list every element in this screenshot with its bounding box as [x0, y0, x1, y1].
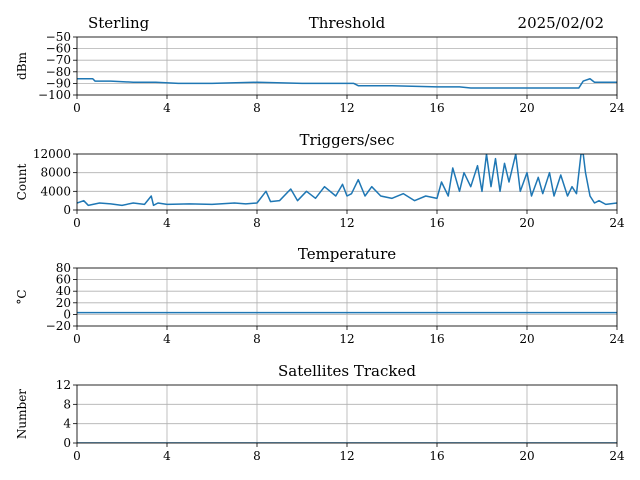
panel-title: Triggers/sec [300, 131, 395, 149]
x-tick-label: 20 [519, 101, 534, 115]
x-tick-label: 16 [429, 332, 444, 346]
x-tick-label: 4 [163, 216, 171, 230]
y-axis-label: Number [15, 389, 29, 439]
y-tick-label: −20 [46, 319, 71, 333]
x-tick-label: 8 [253, 216, 261, 230]
y-tick-label: 8 [63, 397, 71, 411]
x-tick-label: 20 [519, 449, 534, 463]
panel-triggers: 0 4 8 12 16 20 24 0 4000 8000 12000 Triggers/sec Cou… [15, 131, 625, 230]
x-tick-label: 4 [163, 101, 171, 115]
x-tick-label: 16 [429, 449, 444, 463]
y-tick-label: 0 [63, 307, 71, 321]
station-label: Sterling [88, 14, 150, 32]
x-tick-label: 16 [429, 216, 444, 230]
x-tick-label: 24 [609, 449, 625, 463]
x-tick-label: 0 [73, 332, 81, 346]
y-tick-label: 12000 [33, 147, 71, 161]
y-tick-label: −90 [46, 76, 71, 90]
panel-title: Temperature [298, 245, 396, 263]
y-tick-label: −50 [46, 30, 71, 44]
y-axis-label: °C [15, 289, 29, 304]
x-tick-label: 0 [73, 449, 81, 463]
y-tick-label: −60 [46, 42, 71, 56]
panel-title: Threshold [309, 14, 386, 32]
x-tick-label: 24 [609, 216, 625, 230]
x-tick-label: 8 [253, 449, 261, 463]
y-tick-label: 60 [56, 273, 71, 287]
x-tick-label: 0 [73, 101, 81, 115]
x-tick-label: 12 [339, 332, 354, 346]
x-tick-label: 8 [253, 101, 261, 115]
x-tick-label: 4 [163, 332, 171, 346]
x-tick-label: 0 [73, 216, 81, 230]
y-axis-label: dBm [15, 51, 29, 80]
y-tick-label: 4 [63, 417, 71, 431]
x-tick-label: 24 [609, 101, 625, 115]
y-tick-label: 0 [63, 203, 71, 217]
x-tick-label: 12 [339, 216, 354, 230]
panel-threshold: 0 4 8 12 16 20 24 −50−60−70−80−90−100 Threshold d… [15, 14, 625, 115]
x-tick-label: 20 [519, 332, 534, 346]
y-tick-label: 80 [56, 261, 71, 275]
y-tick-label: 0 [63, 436, 71, 450]
y-tick-label: −70 [46, 53, 71, 67]
y-tick-label: 12 [56, 378, 71, 392]
x-tick-label: 12 [339, 449, 354, 463]
x-tick-label: 12 [339, 101, 354, 115]
y-tick-label: −100 [38, 88, 71, 102]
x-tick-label: 20 [519, 216, 534, 230]
panel-title: Satellites Tracked [278, 362, 416, 380]
x-tick-label: 8 [253, 332, 261, 346]
y-axis-label: Count [15, 163, 29, 200]
x-tick-label: 4 [163, 449, 171, 463]
series-line-threshold [77, 78, 617, 89]
y-tick-label: 4000 [40, 184, 71, 198]
y-tick-label: −80 [46, 65, 71, 79]
x-tick-label: 24 [609, 332, 625, 346]
x-tick-label: 16 [429, 101, 444, 115]
date-label: 2025/02/02 [518, 14, 604, 32]
series-line-triggers [77, 154, 617, 207]
y-tick-label: 40 [56, 284, 71, 298]
panel-satellites: 0 4 8 12 16 20 24 0 4 8 12 Satellites Tracked Number [15, 362, 625, 463]
y-tick-label: 8000 [40, 166, 71, 180]
y-tick-label: 20 [56, 296, 71, 310]
